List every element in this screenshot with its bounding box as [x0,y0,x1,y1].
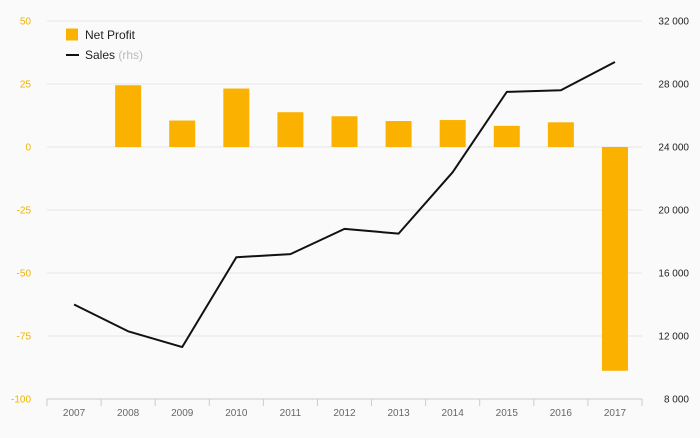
sales-line [73,61,616,349]
y-right-tick-label: 20 000 [658,206,689,217]
y-left-tick-label: -75 [17,332,32,343]
net-profit-bar [223,88,250,147]
x-tick-label: 2009 [171,408,194,419]
x-tick-label: 2007 [63,408,86,419]
legend-label-sales-name: Sales [85,48,118,62]
net-profit-bar [169,120,196,147]
x-tick-label: 2016 [550,408,573,419]
legend-swatch-net-profit [66,28,78,41]
x-tick-label: 2015 [496,408,519,419]
y-right-tick-label: 8 000 [664,395,689,406]
grid-lines [47,20,642,337]
x-tick-label: 2017 [604,408,627,419]
y-left-tick-label: 25 [20,80,32,91]
legend-label-sales: Sales (rhs) [85,48,143,62]
x-tick-label: 2010 [225,408,248,419]
net-profit-bar [277,112,304,147]
x-tick-label: 2013 [387,408,410,419]
y-right-tick-label: 24 000 [658,143,689,154]
net-profit-bar [601,147,628,371]
x-tick-label: 2012 [333,408,356,419]
y-right-tick-label: 32 000 [658,17,689,28]
y-right-tick-label: 16 000 [658,269,689,280]
legend: Net Profit Sales (rhs) [66,28,143,62]
y-left-tick-label: -50 [17,269,32,280]
x-tick-label: 2008 [117,408,140,419]
net-profit-bar [547,122,574,147]
y-left-tick-label: 0 [25,143,31,154]
net-profit-bar [331,116,358,147]
y-right-tick-label: 12 000 [658,332,689,343]
net-profit-bar [385,121,412,147]
y-left-tick-label: -100 [11,395,31,406]
x-tick-label: 2011 [280,408,302,419]
net-profit-bars [115,85,628,371]
legend-label-sales-suffix: (rhs) [118,48,143,62]
axes: 50 25 0 -25 -50 -75 -100 32 000 28 000 24 000 20 0… [11,17,689,420]
y-right-tick-label: 28 000 [658,80,689,91]
y-left-tick-label: -25 [17,206,32,217]
net-profit-bar [493,125,520,147]
y-left-tick-label: 50 [20,17,32,28]
net-profit-bar [115,85,142,147]
sales-line-group [73,61,616,349]
x-tick-label: 2014 [442,408,465,419]
legend-label-net-profit: Net Profit [85,28,136,42]
net-profit-bar [439,120,466,147]
